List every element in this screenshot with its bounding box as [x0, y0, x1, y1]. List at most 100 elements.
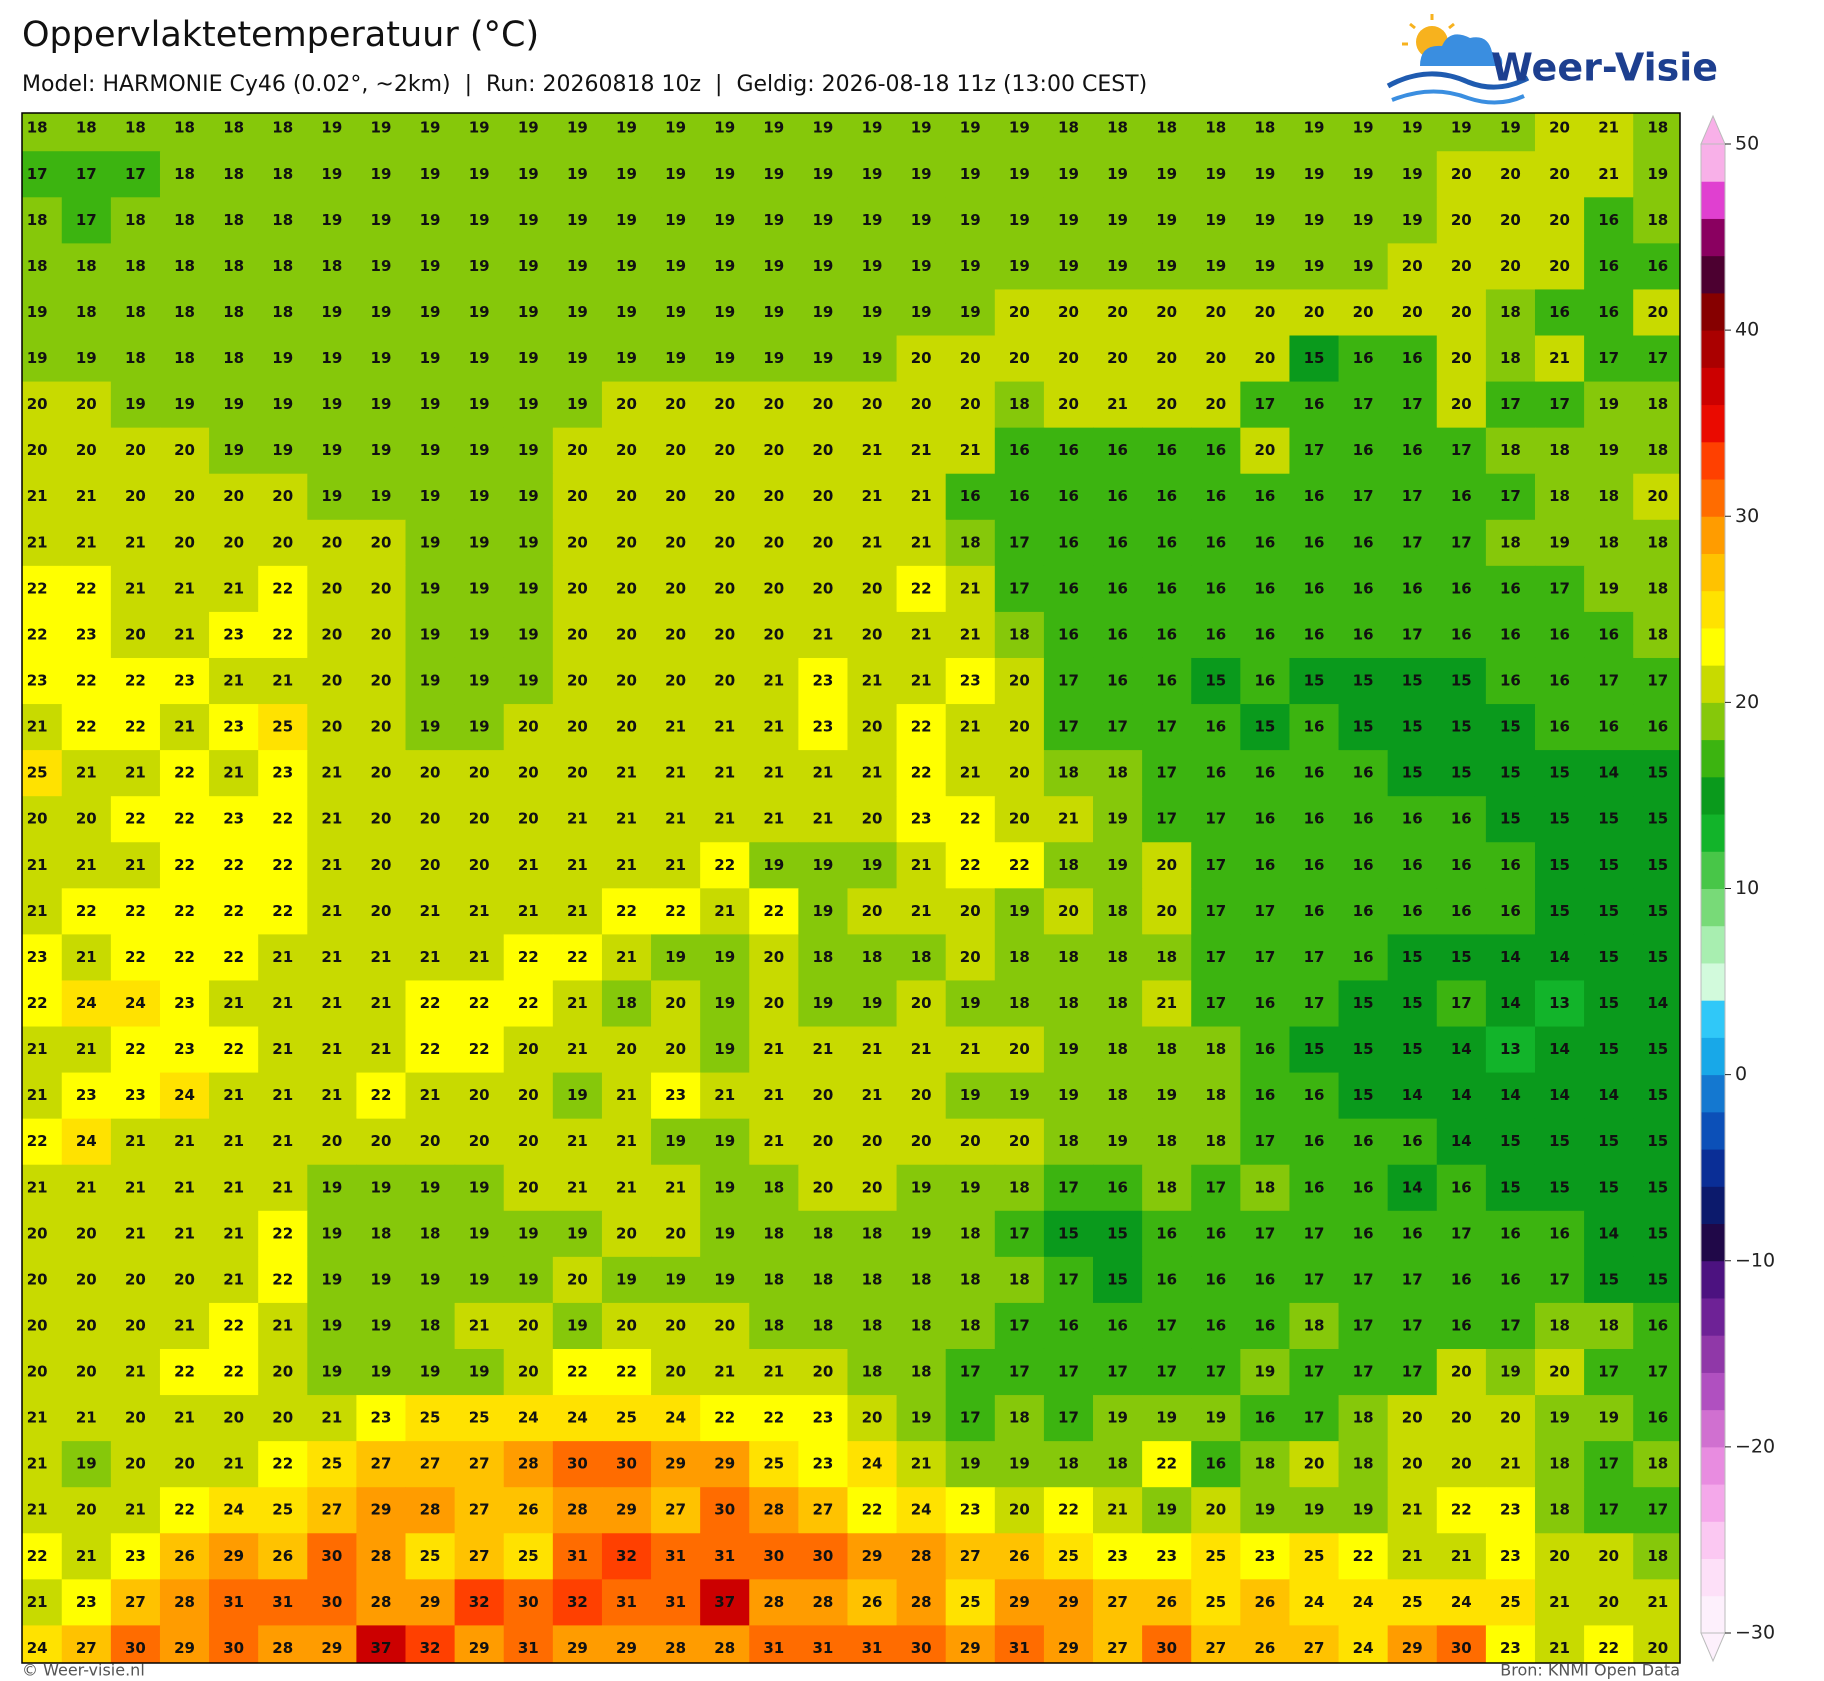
temperature-label: 20 [911, 1132, 932, 1150]
temperature-cell [61, 1118, 112, 1166]
temperature-cell [307, 934, 357, 981]
temperature-label: 16 [1205, 1455, 1226, 1473]
temperature-label: 16 [1254, 810, 1275, 828]
temperature-cell [61, 1348, 112, 1396]
temperature-cell [1191, 565, 1241, 613]
temperature-cell [994, 565, 1045, 613]
temperature-cell [896, 704, 947, 751]
temperature-label: 22 [1156, 1455, 1177, 1473]
temperature-label: 15 [1598, 948, 1619, 966]
temperature-label: 17 [1254, 1132, 1275, 1150]
temperature-label: 20 [420, 1132, 441, 1150]
temperature-label: 20 [812, 441, 833, 459]
colorbar-band [1701, 553, 1725, 592]
temperature-cell [307, 1164, 357, 1212]
temperature-cell [405, 151, 456, 198]
temperature-label: 20 [27, 441, 48, 459]
temperature-cell [1093, 1348, 1143, 1396]
temperature-cell [405, 888, 456, 935]
temperature-cell [61, 1256, 112, 1304]
temperature-cell [1338, 1302, 1389, 1350]
temperature-cell [61, 243, 112, 290]
temperature-cell [1142, 1072, 1192, 1120]
temperature-label: 19 [714, 303, 735, 321]
temperature-label: 22 [911, 718, 932, 736]
temperature-cell [159, 473, 210, 521]
temperature-cell [700, 151, 750, 198]
temperature-cell [1534, 1441, 1585, 1488]
colorbar-band [1701, 1223, 1725, 1262]
temperature-label: 16 [1647, 257, 1668, 275]
temperature-label: 20 [714, 441, 735, 459]
colorbar-top-cap [1700, 114, 1726, 145]
temperature-label: 21 [1647, 1593, 1668, 1611]
temperature-label: 15 [1500, 810, 1521, 828]
temperature-label: 17 [1254, 1224, 1275, 1242]
temperature-label: 28 [272, 1639, 293, 1657]
temperature-label: 29 [616, 1501, 637, 1519]
temperature-cell [61, 289, 112, 337]
temperature-cell [1093, 197, 1143, 244]
temperature-cell [994, 980, 1045, 1028]
temperature-label: 23 [812, 672, 833, 690]
temperature-cell [651, 657, 701, 705]
temperature-cell [1043, 1256, 1094, 1304]
temperature-label: 20 [665, 1040, 686, 1058]
temperature-label: 18 [1009, 1178, 1030, 1196]
temperature-cell [1142, 473, 1192, 521]
temperature-label: 15 [1647, 1178, 1668, 1196]
temperature-cell [356, 1164, 407, 1212]
temperature-cell [749, 704, 799, 751]
temperature-label: 18 [272, 119, 293, 137]
temperature-label: 21 [174, 625, 195, 643]
temperature-cell [1142, 842, 1192, 889]
temperature-cell [1289, 243, 1340, 290]
temperature-label: 16 [1254, 1316, 1275, 1334]
temperature-cell [1436, 565, 1487, 613]
temperature-cell [1387, 1487, 1438, 1534]
colorbar-band [1701, 1186, 1725, 1225]
temperature-label: 22 [862, 1501, 883, 1519]
temperature-label: 14 [1500, 948, 1521, 966]
temperature-cell [1584, 980, 1634, 1028]
temperature-cell [994, 519, 1045, 567]
temperature-label: 21 [911, 487, 932, 505]
temperature-cell [1240, 1302, 1290, 1350]
temperature-label: 21 [1402, 1547, 1423, 1565]
temperature-label: 19 [469, 718, 490, 736]
temperature-label: 23 [76, 1086, 97, 1104]
temperature-cell [1338, 888, 1389, 935]
temperature-cell [1485, 888, 1536, 935]
temperature-cell [22, 1625, 63, 1663]
temperature-label: 19 [1009, 165, 1030, 183]
temperature-cell [61, 1164, 112, 1212]
temperature-label: 20 [469, 856, 490, 874]
temperature-cell [22, 1210, 63, 1258]
colorbar-tick-label: 40 [1735, 319, 1759, 341]
temperature-cell [945, 934, 996, 981]
temperature-cell [405, 1210, 456, 1258]
temperature-cell [503, 611, 554, 659]
temperature-label: 20 [1205, 1501, 1226, 1519]
temperature-label: 20 [1647, 487, 1668, 505]
temperature-cell [1093, 381, 1143, 429]
temperature-label: 18 [272, 165, 293, 183]
temperature-label: 27 [812, 1501, 833, 1519]
temperature-cell [798, 980, 848, 1028]
temperature-label: 18 [1009, 948, 1030, 966]
temperature-cell [503, 1579, 554, 1626]
temperature-cell [1633, 151, 1680, 198]
temperature-label: 21 [911, 856, 932, 874]
temperature-label: 19 [862, 119, 883, 137]
temperature-label: 17 [1353, 1363, 1374, 1381]
temperature-label: 17 [1156, 1316, 1177, 1334]
temperature-label: 20 [1353, 303, 1374, 321]
temperature-cell [700, 1210, 750, 1258]
temperature-label: 21 [714, 764, 735, 782]
temperature-label: 20 [714, 579, 735, 597]
temperature-label: 21 [125, 1224, 146, 1242]
temperature-label: 16 [1353, 625, 1374, 643]
temperature-label: 23 [223, 810, 244, 828]
temperature-cell [110, 1164, 161, 1212]
temperature-label: 19 [223, 441, 244, 459]
